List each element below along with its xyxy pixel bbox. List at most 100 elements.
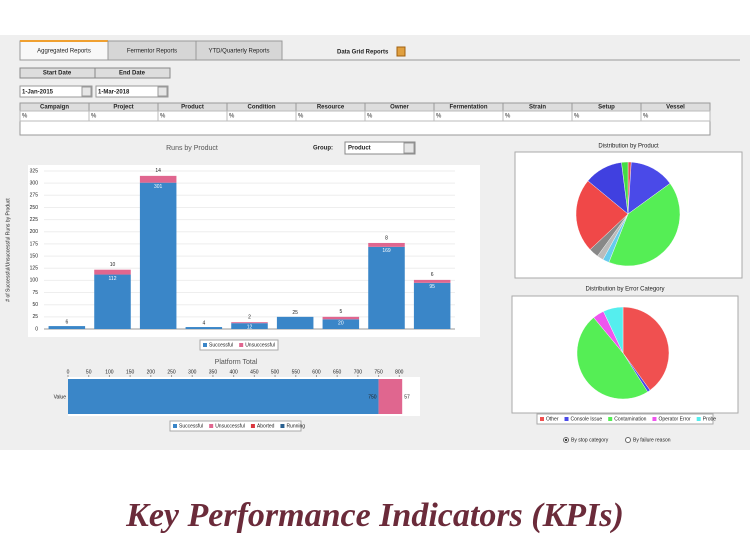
legend-label: Successful bbox=[209, 342, 233, 348]
data-label: 750 bbox=[368, 394, 377, 400]
bar bbox=[231, 323, 268, 329]
grid-filter[interactable] bbox=[364, 110, 435, 122]
x-tick-label: 450 bbox=[250, 369, 259, 375]
bar bbox=[48, 326, 86, 329]
grid-header-label: Condition bbox=[248, 105, 276, 111]
y-tick-label: 300 bbox=[30, 180, 39, 186]
legend-box bbox=[199, 339, 279, 351]
x-tick-label: 650 bbox=[333, 369, 342, 375]
radio[interactable] bbox=[625, 437, 631, 443]
chart-title: Platform Total bbox=[215, 359, 258, 366]
bar bbox=[139, 182, 177, 329]
grid-filter[interactable] bbox=[19, 110, 90, 122]
date-header-label: End Date bbox=[119, 71, 146, 77]
bar bbox=[139, 175, 177, 183]
bar bbox=[368, 246, 405, 329]
legend-label: Other bbox=[546, 416, 559, 422]
data-label: 6 bbox=[65, 319, 68, 325]
date-button[interactable] bbox=[81, 86, 92, 97]
data-label: 4 bbox=[202, 320, 205, 326]
x-tick-label: 400 bbox=[229, 369, 238, 375]
bar bbox=[413, 279, 451, 283]
x-tick-label: 200 bbox=[147, 369, 156, 375]
x-tick-label: 700 bbox=[354, 369, 363, 375]
data-grid-link[interactable]: Data Grid Reports bbox=[337, 50, 389, 56]
legend-label: Unsuccessful bbox=[245, 342, 275, 348]
legend-label: Console Issue bbox=[571, 416, 603, 422]
data-label: 12 bbox=[247, 324, 253, 330]
bar bbox=[322, 319, 360, 329]
grid-filter[interactable] bbox=[157, 110, 228, 122]
pie-slice bbox=[608, 183, 681, 267]
y-tick-label: 275 bbox=[30, 193, 39, 199]
legend-swatch bbox=[564, 417, 569, 421]
data-label: 14 bbox=[155, 168, 161, 174]
x-tick-label: 100 bbox=[105, 369, 114, 375]
chart-title: Runs by Product bbox=[166, 145, 218, 152]
legend-label: Running bbox=[286, 423, 305, 429]
radio-dot bbox=[564, 438, 568, 442]
chart-title: Distribution by Error Category bbox=[585, 287, 664, 293]
y-tick-label: 325 bbox=[30, 168, 39, 174]
date-button[interactable] bbox=[157, 86, 168, 97]
y-tick-label: 50 bbox=[32, 302, 38, 308]
y-tick-label: 100 bbox=[30, 278, 39, 284]
y-tick-label: 200 bbox=[30, 229, 39, 235]
radio-label: By failure reason bbox=[633, 437, 671, 443]
grid-filter[interactable] bbox=[433, 110, 504, 122]
grid-header-label: Fermentation bbox=[449, 105, 487, 111]
group-button[interactable] bbox=[403, 142, 415, 154]
grid-header-label: Project bbox=[113, 105, 133, 111]
grid-header-label: Vessel bbox=[666, 105, 685, 111]
pie-slice bbox=[621, 161, 629, 215]
legend-swatch bbox=[209, 424, 214, 428]
legend-box bbox=[536, 413, 714, 425]
pie-slice bbox=[575, 180, 629, 250]
grid-filter[interactable] bbox=[226, 110, 297, 122]
grid-filter[interactable] bbox=[571, 110, 642, 122]
grid-filter-value: % bbox=[91, 114, 97, 120]
group-value: Product bbox=[348, 146, 371, 152]
bar bbox=[368, 242, 405, 247]
pie-slice bbox=[622, 306, 670, 391]
tab-label: Fermentor Reports bbox=[127, 49, 177, 55]
icon bbox=[396, 46, 406, 57]
chart-title: Distribution by Product bbox=[598, 144, 659, 150]
grid-filter[interactable] bbox=[502, 110, 573, 122]
grid-header-label: Product bbox=[181, 105, 204, 111]
y-axis-label: # of Successful/Unsuccessful Runs by Pro… bbox=[5, 198, 11, 302]
grid-filter-value: % bbox=[298, 114, 304, 120]
date-input[interactable] bbox=[19, 85, 93, 98]
bar bbox=[322, 316, 360, 320]
footer-title: Key Performance Indicators (KPIs) bbox=[125, 497, 624, 534]
x-tick-label: 0 bbox=[67, 369, 70, 375]
legend-label: Successful bbox=[179, 423, 203, 429]
x-tick-label: 350 bbox=[209, 369, 218, 375]
legend-label: Contamination bbox=[614, 416, 646, 422]
grid-filter-value: % bbox=[574, 114, 580, 120]
date-input[interactable] bbox=[95, 85, 169, 98]
pie-slice bbox=[603, 306, 624, 354]
group-select[interactable] bbox=[344, 141, 416, 155]
data-label: 57 bbox=[404, 394, 410, 400]
grid-filter-value: % bbox=[160, 114, 166, 120]
x-tick-label: 50 bbox=[86, 369, 92, 375]
grid-filter-value: % bbox=[436, 114, 442, 120]
legend-swatch bbox=[280, 424, 285, 428]
data-label: 10 bbox=[110, 262, 116, 268]
pie-slice bbox=[576, 317, 648, 400]
bar bbox=[94, 274, 131, 329]
data-label: 8 bbox=[385, 235, 388, 241]
grid-filter[interactable] bbox=[295, 110, 366, 122]
grid-filter-value: % bbox=[22, 114, 28, 120]
y-tick-label: 0 bbox=[35, 326, 38, 332]
data-label: 2 bbox=[248, 315, 251, 321]
date-header-label: Start Date bbox=[43, 71, 72, 77]
grid-header-label: Resource bbox=[317, 105, 345, 111]
grid-filter[interactable] bbox=[640, 110, 711, 122]
grid-filter[interactable] bbox=[88, 110, 159, 122]
grid-filter-value: % bbox=[229, 114, 235, 120]
legend-label: Probe bbox=[703, 416, 717, 422]
y-tick-label: 175 bbox=[30, 241, 39, 247]
